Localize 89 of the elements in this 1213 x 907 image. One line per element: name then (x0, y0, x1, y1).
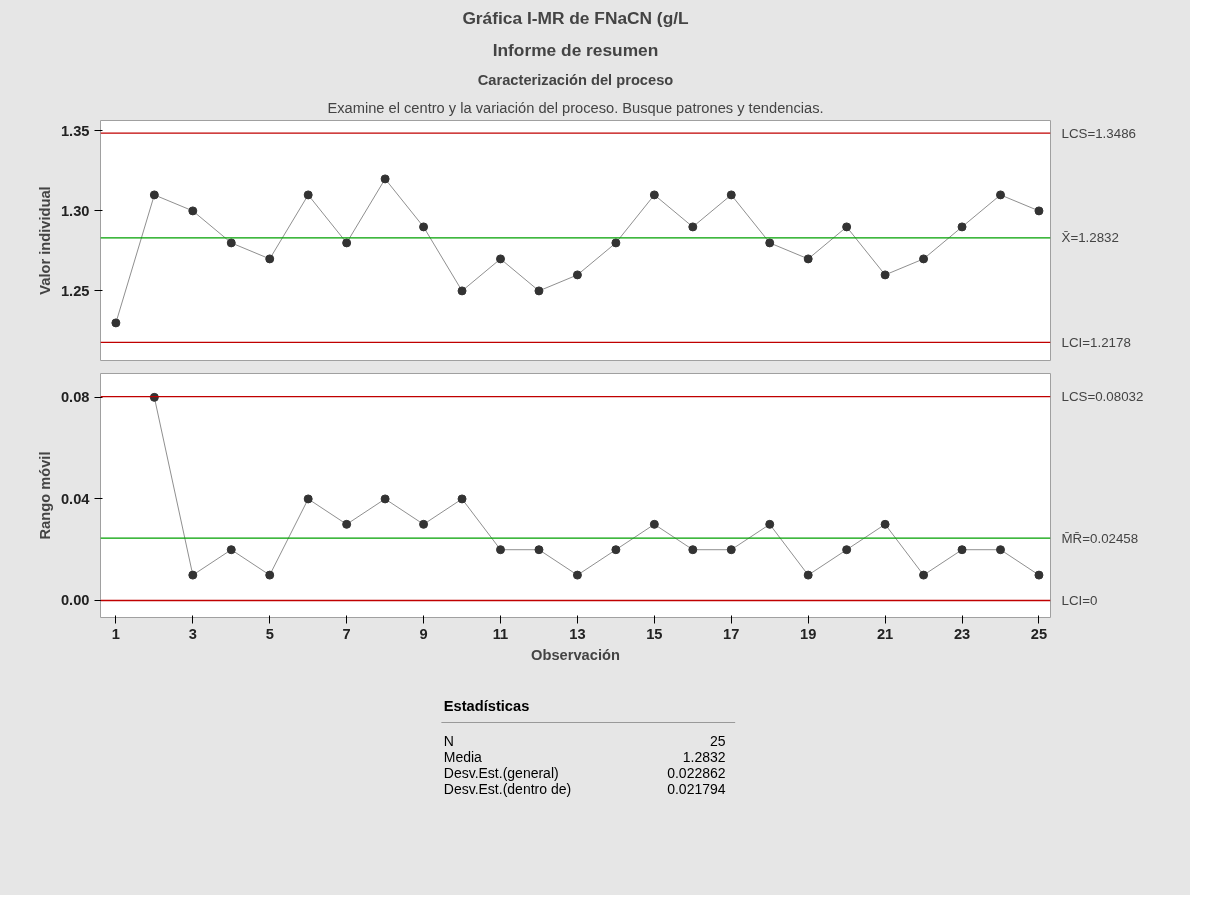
point (572, 270, 582, 280)
point (419, 519, 429, 529)
text: Examine el centro y la variación del proceso. Busque patrones y tendencias. (327, 99, 824, 116)
point (957, 222, 967, 232)
point (880, 270, 890, 280)
point (880, 519, 890, 529)
point (342, 238, 352, 248)
point (419, 222, 429, 232)
x-tick-label: 1 (111, 625, 120, 642)
point (919, 254, 929, 264)
point (1034, 570, 1044, 580)
x-tick-label: 5 (265, 625, 274, 642)
text: Estadísticas (443, 697, 530, 714)
point (342, 519, 352, 529)
y-axis-title: Rango móvil (36, 451, 53, 540)
x-tick-label: 15 (646, 625, 663, 642)
y-tick-label: 0.00 (60, 592, 90, 609)
chart-subtitle: Informe de resumen (492, 39, 659, 60)
text: 1.2832 (682, 748, 726, 765)
point (726, 190, 736, 200)
text: Desv.Est.(general) (443, 764, 559, 781)
point (534, 286, 544, 296)
y-tick-label: 1.30 (60, 202, 90, 219)
point (457, 286, 467, 296)
point (457, 494, 467, 504)
x-tick-label: 25 (1030, 625, 1048, 642)
text: Caracterización del proceso (477, 71, 674, 88)
y-axis-title: Valor individual (36, 186, 53, 295)
ref-line-label: M̄R̄=0.02458 (1061, 530, 1139, 546)
point (765, 519, 775, 529)
point (226, 238, 236, 248)
point (765, 238, 775, 248)
point (303, 190, 313, 200)
point (688, 545, 698, 555)
text: Desv.Est.(dentro de) (443, 780, 572, 797)
point (226, 545, 236, 555)
point (265, 254, 275, 264)
point (649, 519, 659, 529)
x-tick-label: 19 (800, 625, 817, 642)
y-tick-label: 1.25 (60, 282, 90, 299)
point (380, 494, 390, 504)
x-tick-label: 17 (723, 625, 740, 642)
ref-line-label: LCS=0.08032 (1061, 389, 1144, 405)
point (188, 206, 198, 216)
y-tick-label: 0.08 (60, 389, 90, 406)
point (188, 570, 198, 580)
x-tick-label: 13 (569, 625, 586, 642)
point (649, 190, 659, 200)
point (996, 545, 1005, 555)
point (996, 190, 1005, 200)
point (611, 238, 621, 248)
point (957, 545, 967, 555)
ref-line-label: X̄=1.2832 (1061, 230, 1119, 246)
point (1034, 206, 1044, 216)
ref-line-label: LCI=0 (1061, 592, 1098, 608)
y-tick-label: 0.04 (60, 490, 91, 507)
ref-line-label: LCS=1.3486 (1061, 125, 1136, 141)
point (534, 545, 544, 555)
point (149, 190, 159, 200)
x-tick-label: 7 (342, 625, 351, 642)
text: 25 (710, 732, 726, 749)
point (842, 222, 852, 232)
x-axis-title: Observación (531, 646, 620, 663)
text: 0.022862 (667, 764, 726, 781)
point (380, 174, 390, 184)
point (688, 222, 698, 232)
point (111, 318, 121, 328)
text: N (443, 732, 454, 749)
point (842, 545, 852, 555)
ref-line-label: LCI=1.2178 (1061, 334, 1131, 350)
point (496, 545, 505, 555)
point (496, 254, 505, 264)
x-tick-label: 21 (876, 625, 894, 642)
point (303, 494, 313, 504)
x-tick-label: 9 (419, 625, 428, 642)
x-tick-label: 11 (492, 625, 509, 642)
point (265, 570, 275, 580)
point (726, 545, 736, 555)
point (611, 545, 621, 555)
point (803, 570, 813, 580)
point (572, 570, 582, 580)
text: Media (443, 748, 483, 765)
x-tick-label: 23 (953, 625, 971, 642)
x-tick-label: 3 (188, 625, 197, 642)
point (803, 254, 813, 264)
point (919, 570, 929, 580)
y-tick-label: 1.35 (60, 122, 90, 139)
chart-title: Gráfica I-MR de FNaCN (g/L (462, 7, 690, 28)
text: 0.021794 (667, 780, 726, 797)
